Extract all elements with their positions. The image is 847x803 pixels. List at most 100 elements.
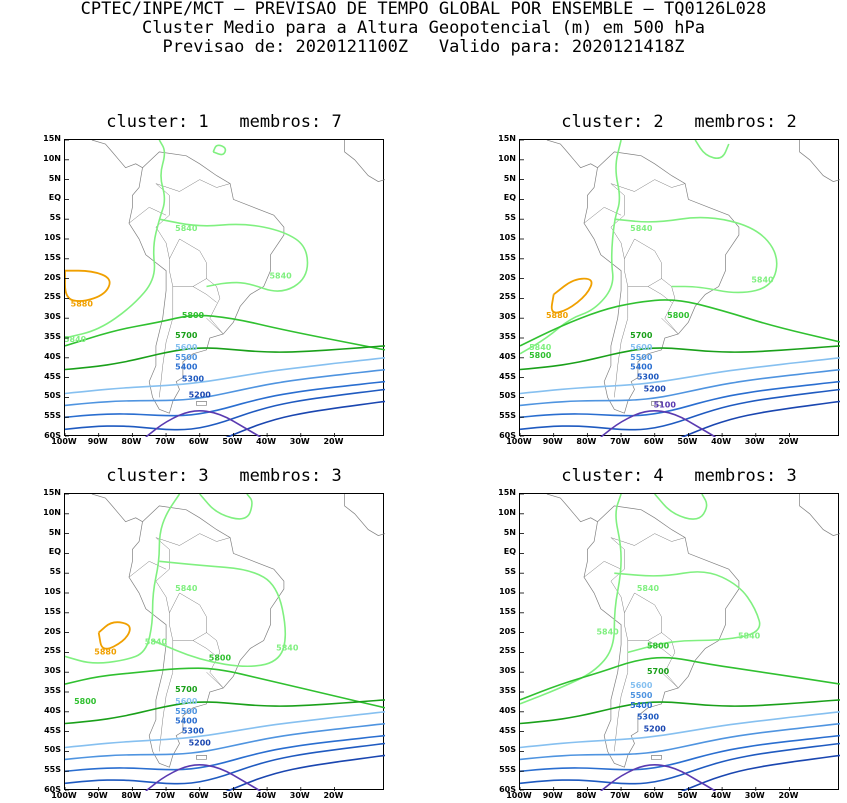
longitude-label: 60W [188,437,209,446]
contour-map: 5880 5840 5840 5840 5800 5800 5700 560055005400… [65,494,385,791]
latitude-label: EQ [503,193,516,203]
country-border [610,537,679,689]
contour-5200 [680,754,840,791]
latitude-label: 40S [44,705,61,715]
contour-label-5840: 5840 [637,584,660,593]
coastline [196,755,207,760]
header-line-1: CPTEC/INPE/MCT – PREVISAO DE TEMPO GLOBA… [80,0,767,19]
contour-label-5300: 5300 [637,373,660,382]
contour-label-5800: 5800 [647,641,670,650]
contour-5840 [212,144,227,156]
longitude-label: 30W [744,791,765,800]
map-panel-2: 5880 5840 5840 5840 5800 5800 5700 5600 5500 5400… [519,139,840,437]
latitude-label: 20S [44,626,61,636]
coastline [799,494,840,536]
contour-label-5700: 5700 [175,331,198,340]
contour-5800 [520,299,840,347]
longitude-label: 60W [643,437,664,446]
country-border [583,561,622,578]
latitude-label: 50S [44,391,61,401]
country-border [169,612,207,641]
panel-title-1: cluster: 1 membros: 7 [106,112,342,132]
latitude-label: 20S [499,272,516,282]
country-border [159,286,174,398]
contour-label-5800: 5800 [667,311,690,320]
coastline [583,151,740,414]
contour-5840 [520,494,622,705]
contour-label-5880: 5880 [71,299,94,308]
latitude-label: 5N [48,173,61,183]
contour-5600 [65,357,385,395]
contour-5880 [65,269,111,302]
country-border [128,561,167,578]
longitude-label: 60W [188,791,209,800]
coastline [196,401,207,406]
country-border [624,258,662,287]
contour-label-5400: 5400 [175,363,198,372]
latitude-label: 25S [499,292,516,302]
contour-5600 [520,711,840,749]
longitude-label: 50W [222,791,243,800]
latitude-label: 25S [499,646,516,656]
contour-label-5600: 5600 [630,681,653,690]
country-border [206,318,224,335]
latitude-label: 55S [44,765,61,775]
contour-label-5100: 5100 [654,400,677,409]
contour-label-5300: 5300 [182,375,205,384]
latitude-label: 10N [498,153,516,163]
coastline [651,755,662,760]
contour-label-5500: 5500 [630,691,653,700]
latitude-label: 55S [499,765,516,775]
contour-5200 [225,754,385,791]
latitude-label: 30S [499,312,516,322]
contour-5600 [65,711,385,749]
contour-5840 [614,216,778,294]
contour-5840 [614,571,761,654]
contour-label-5200: 5200 [644,385,667,394]
latitude-label: 50S [499,391,516,401]
country-border [583,207,622,224]
latitude-label: 5S [504,567,516,577]
contour-label-5840: 5840 [145,638,168,647]
map-panel-3: 5880 5840 5840 5840 5800 5800 5700 5600 5500 5400… [64,493,385,791]
coastline [344,140,385,182]
longitude-label: 90W [542,791,563,800]
latitude-label: 10S [499,233,516,242]
coastline [583,505,740,768]
contour-label-5880: 5880 [546,311,569,320]
latitude-label: 25S [44,292,61,302]
latitude-label: 50S [44,745,61,755]
latitude-label: 5S [49,213,61,223]
latitude-label: 15S [44,252,61,262]
coastline [128,151,285,414]
latitude-label: 60S [44,785,61,794]
contour-5300 [520,388,840,431]
contour-5600 [520,357,840,395]
latitude-label: 10N [498,507,516,517]
longitude-label: 90W [87,437,108,446]
country-border [192,640,217,657]
contour-5700 [65,699,385,725]
contour-5500 [520,722,840,761]
latitude-label: 30S [44,666,61,676]
longitude-label: 40W [256,791,277,800]
contour-label-5600: 5600 [175,343,198,352]
coastline [546,140,598,169]
longitude-label: 40W [711,437,732,446]
latitude-label: 10S [44,587,61,596]
contour-label-5500: 5500 [175,707,198,716]
contour-label-5500: 5500 [630,353,653,362]
longitude-label: 100W [506,437,532,446]
contour-trough [600,763,716,791]
latitude-label: 15N [43,488,61,497]
contour-5800 [65,667,385,709]
latitude-label: 5N [48,527,61,537]
latitude-label: 30S [499,666,516,676]
contour-label-5300: 5300 [637,713,660,722]
country-border [155,533,231,546]
latitude-label: 15S [499,606,516,616]
contour-5840 [694,140,730,159]
coastline [799,140,840,182]
contour-5700 [520,345,840,371]
